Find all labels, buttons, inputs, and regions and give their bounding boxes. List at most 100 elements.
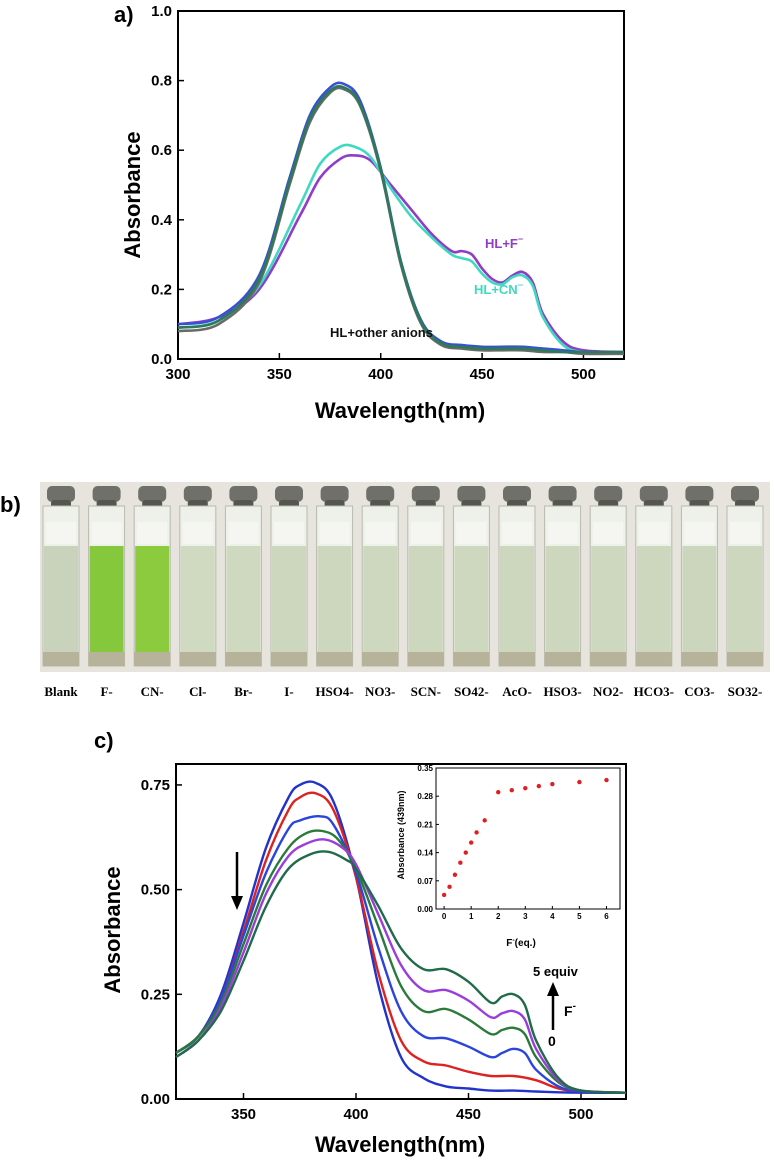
- panel-a-xtick-label: 350: [267, 366, 292, 383]
- panel-a-series-line-5: [177, 84, 624, 354]
- inset-plot-frame: [435, 767, 621, 910]
- inset-data-point: [463, 850, 468, 855]
- vial: [88, 486, 126, 667]
- vial-headspace: [137, 522, 168, 544]
- inset-data-point: [482, 818, 487, 823]
- panel-a: a) 300 350 400 450 500 0.0 0.2 0.4 0.6 0.8 1.0 Wav…: [114, 2, 625, 423]
- panel-c-xtick-label: 500: [568, 1106, 593, 1123]
- vial-base: [43, 652, 79, 666]
- vial-base: [88, 652, 125, 666]
- vial-headspace: [456, 522, 487, 544]
- vial-base: [590, 652, 627, 666]
- annotation-hl-other: HL+other anions: [330, 325, 433, 340]
- vial-solution: [408, 546, 443, 652]
- vial-label: NO3-: [365, 684, 395, 699]
- vial: [498, 486, 536, 667]
- panel-c-letter: c): [94, 728, 114, 753]
- vial-cap: [548, 486, 577, 502]
- vial: [361, 486, 399, 667]
- inset-xlabel: F-(eq.): [506, 937, 536, 949]
- vial-label: SCN-: [411, 684, 441, 699]
- panel-a-plot-frame: [177, 10, 625, 360]
- inset-ylabel: Absorbance (439nm): [396, 790, 406, 879]
- inset-ticks: 0 1 2 3 4 5 6 0.00 0.07 0.14 0.21 0.28 0.35: [417, 764, 609, 921]
- vial-headspace: [365, 522, 396, 544]
- vial: [635, 486, 673, 667]
- vial: [544, 486, 582, 667]
- vial-base: [407, 652, 444, 666]
- inset-xtick-label: 6: [604, 912, 609, 921]
- panel-b: b) Blank F- CN- Cl- Br- I- HSO4- NO3- SCN- SO42- A…: [0, 482, 770, 699]
- annotation-hl-f: HL+F−: [485, 234, 523, 251]
- vial-label: SO42-: [454, 684, 489, 699]
- panel-c-ytick-label: 0.50: [141, 882, 170, 899]
- vial-cap: [275, 486, 303, 502]
- inset-data-point: [474, 830, 479, 835]
- panel-a-series-line-3: [177, 81, 625, 354]
- panel-a-xtick-label: 400: [368, 366, 393, 383]
- vial-base: [635, 652, 672, 666]
- inset-data-point: [452, 872, 458, 877]
- vial-base: [362, 652, 399, 666]
- vial-solution: [636, 546, 671, 652]
- inset-data-point: [523, 785, 528, 791]
- vial: [42, 486, 80, 667]
- inset-data-point: [447, 884, 452, 890]
- vial-base: [134, 652, 171, 666]
- inset-data-point: [468, 840, 474, 845]
- annotation-hl-cn: HL+CN−: [474, 280, 523, 297]
- inset-xtick-label: 4: [550, 912, 555, 921]
- vial-cap: [685, 486, 714, 502]
- vial-solution: [135, 546, 170, 652]
- vial-headspace: [547, 522, 578, 544]
- inset-xtick-label: 0: [442, 912, 447, 921]
- panel-c-plot-frame: [175, 763, 627, 1100]
- vial-headspace: [274, 522, 304, 544]
- panel-c-series-line-2: [175, 791, 627, 1094]
- vial-cap: [411, 486, 440, 502]
- vial-label: I-: [284, 684, 293, 699]
- vial-headspace: [319, 522, 350, 544]
- vial-headspace: [410, 522, 441, 544]
- vial-label: Br-: [234, 684, 252, 699]
- vial-label: SO32-: [728, 684, 763, 699]
- vial-base: [453, 652, 490, 666]
- panel-c-xtick-label: 450: [456, 1106, 481, 1123]
- inset-data-point: [604, 777, 609, 783]
- panel-c-series-line-5: [175, 838, 627, 1094]
- panel-c-ytick-label: 0.00: [141, 1091, 170, 1108]
- vial-solution: [317, 546, 352, 652]
- vial: [589, 486, 627, 667]
- panel-a-series: [177, 81, 625, 356]
- inset-ytick-label: 0.14: [417, 849, 433, 858]
- vial: [179, 486, 217, 667]
- vial: [316, 486, 354, 667]
- vial-label: HCO3-: [634, 684, 674, 699]
- panel-a-ytick-label: 0.6: [151, 142, 172, 159]
- panel-a-series-line-1: [177, 153, 625, 354]
- panel-c-xtick-label: 350: [231, 1106, 256, 1123]
- inset-ytick-label: 0.00: [417, 905, 433, 914]
- vial-solution: [272, 546, 306, 652]
- vial: [133, 486, 171, 667]
- vial-cap: [138, 486, 167, 502]
- vial: [270, 486, 308, 667]
- panel-c-series: [175, 780, 627, 1094]
- vial-headspace: [46, 522, 76, 544]
- vial-solution: [500, 546, 534, 652]
- increase-arrow: [547, 982, 559, 1030]
- vial: [680, 486, 718, 667]
- vial-base: [544, 652, 581, 666]
- vial-solution: [454, 546, 489, 652]
- inset-data-point: [458, 860, 463, 865]
- panel-c-xtick-label: 400: [343, 1106, 368, 1123]
- vial-label: HSO3-: [543, 684, 581, 699]
- vial-solution: [728, 546, 762, 652]
- vial-base: [727, 652, 763, 666]
- vial-headspace: [730, 522, 760, 544]
- vial: [224, 486, 262, 667]
- vial-solution: [545, 546, 580, 652]
- vial: [452, 486, 490, 667]
- panel-a-xtick-label: 500: [571, 366, 596, 383]
